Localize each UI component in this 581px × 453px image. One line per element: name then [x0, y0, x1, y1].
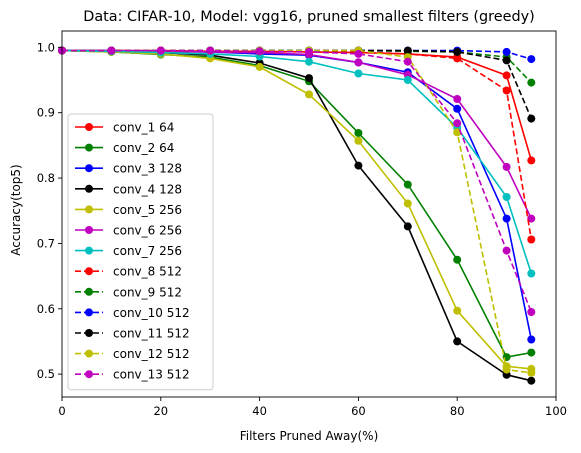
data-point [527, 156, 535, 164]
data-point [305, 90, 313, 98]
data-point [527, 236, 535, 244]
data-point [157, 47, 165, 55]
data-point [503, 366, 511, 374]
legend-label: conv_3 128 [113, 162, 182, 176]
legend-label: conv_13 512 [113, 368, 190, 382]
data-point [503, 48, 511, 56]
legend-swatch-marker [85, 123, 93, 131]
data-point [503, 193, 511, 201]
x-tick-label: 100 [545, 404, 567, 418]
legend-swatch-marker [85, 185, 93, 193]
data-point [503, 71, 511, 79]
data-point [453, 256, 461, 264]
x-axis-label: Filters Pruned Away(%) [240, 429, 379, 443]
y-axis-label: Accuracy(top5) [9, 164, 23, 255]
legend-swatch-marker [85, 308, 93, 316]
data-point [354, 129, 362, 137]
x-tick-label: 40 [252, 404, 267, 418]
y-tick-label: 0.7 [37, 236, 55, 250]
data-point [527, 308, 535, 316]
x-tick-label: 80 [450, 404, 465, 418]
legend-label: conv_6 256 [113, 224, 182, 238]
legend-label: conv_12 512 [113, 347, 190, 361]
data-point [404, 58, 412, 66]
legend-label: conv_9 512 [113, 285, 182, 299]
data-point [503, 247, 511, 255]
data-point [354, 137, 362, 145]
x-tick-label: 20 [153, 404, 168, 418]
data-point [305, 58, 313, 66]
legend-swatch-marker [85, 226, 93, 234]
data-point [305, 48, 313, 56]
legend-label: conv_10 512 [113, 306, 190, 320]
legend-label: conv_8 512 [113, 265, 182, 279]
legend-swatch-marker [85, 329, 93, 337]
data-point [404, 181, 412, 189]
legend-swatch-marker [85, 247, 93, 255]
data-point [527, 336, 535, 344]
x-tick-label: 60 [351, 404, 366, 418]
data-point [527, 349, 535, 357]
data-point [527, 270, 535, 278]
data-point [527, 369, 535, 377]
data-point [404, 76, 412, 84]
data-point [354, 162, 362, 170]
data-point [503, 87, 511, 95]
data-point [354, 58, 362, 66]
legend-label: conv_1 64 [113, 121, 174, 135]
data-point [527, 115, 535, 123]
legend: conv_1 64 conv_2 64 conv_3 128 conv_4 128 co… [68, 114, 213, 390]
data-point [503, 56, 511, 64]
data-point [256, 63, 264, 71]
legend-label: conv_7 256 [113, 244, 182, 258]
legend-label: conv_2 64 [113, 141, 174, 155]
legend-swatch-marker [85, 205, 93, 213]
data-point [503, 163, 511, 171]
x-tick-label: 0 [58, 404, 65, 418]
data-point [256, 47, 264, 55]
chart-title: Data: CIFAR-10, Model: vgg16, pruned sma… [83, 9, 534, 25]
data-point [527, 79, 535, 87]
data-point [206, 47, 214, 55]
data-point [527, 377, 535, 385]
legend-label: conv_4 128 [113, 182, 182, 196]
series-10 [58, 47, 535, 123]
data-point [354, 70, 362, 78]
y-tick-label: 1.0 [37, 40, 55, 54]
legend-swatch-marker [85, 164, 93, 172]
data-point [453, 48, 461, 56]
data-point [305, 74, 313, 82]
legend-label: conv_5 256 [113, 203, 182, 217]
data-point [453, 337, 461, 345]
data-point [503, 215, 511, 223]
data-point [453, 95, 461, 103]
legend-label: conv_11 512 [113, 327, 190, 341]
y-tick-label: 0.9 [37, 106, 55, 120]
data-point [404, 200, 412, 208]
y-tick-label: 0.6 [37, 302, 55, 316]
y-tick-label: 0.5 [37, 367, 55, 381]
data-point [354, 50, 362, 58]
legend-swatch-marker [85, 267, 93, 275]
data-point [527, 55, 535, 63]
data-point [453, 105, 461, 113]
data-point [107, 47, 115, 55]
legend-swatch-marker [85, 350, 93, 358]
legend-swatch-marker [85, 370, 93, 378]
legend-swatch-marker [85, 288, 93, 296]
data-point [453, 119, 461, 127]
data-point [453, 307, 461, 315]
y-tick-label: 0.8 [37, 171, 55, 185]
data-point [404, 222, 412, 230]
legend-swatch-marker [85, 144, 93, 152]
